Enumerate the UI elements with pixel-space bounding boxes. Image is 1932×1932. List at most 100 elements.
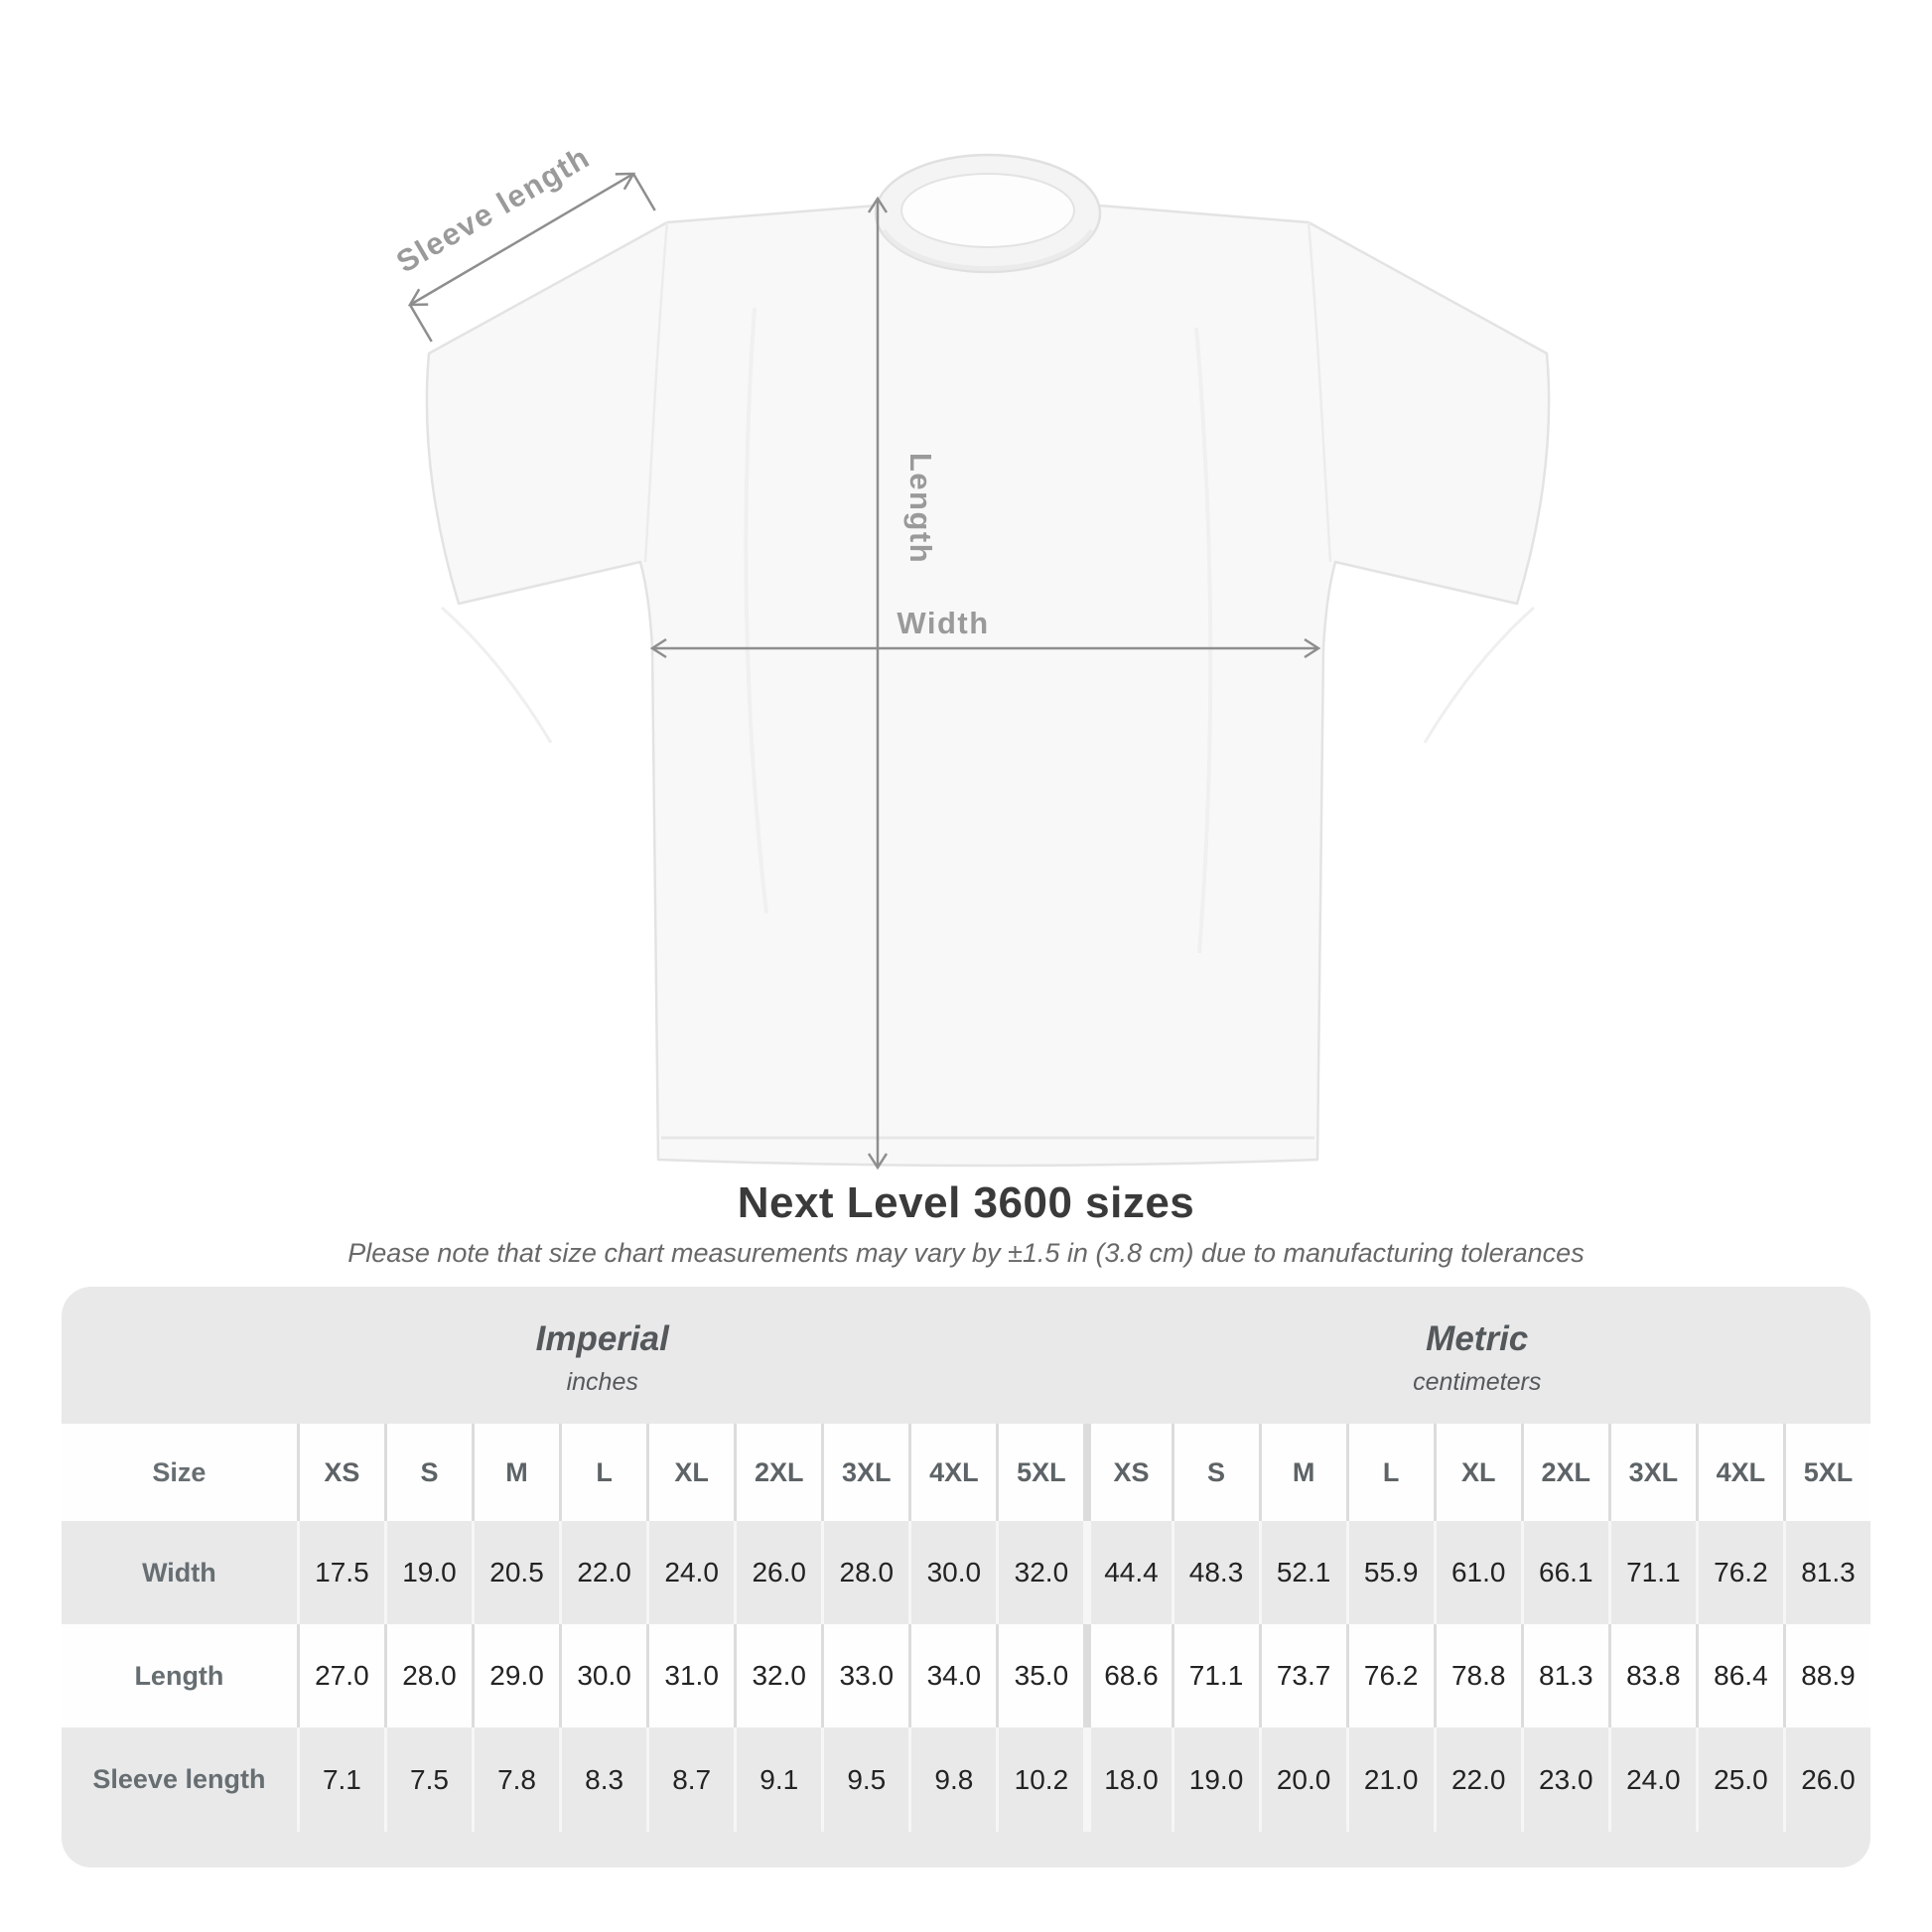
cell-sleeve-length-imperial-xl: 8.7: [646, 1727, 734, 1832]
unit-group-sublabel-metric: centimeters: [1413, 1368, 1542, 1396]
size-header-metric-4xl: 4XL: [1695, 1424, 1783, 1521]
cell-width-metric-l: 55.9: [1345, 1521, 1434, 1624]
cell-sleeve-length-imperial-4xl: 9.8: [908, 1727, 996, 1832]
size-header-metric-xs: XS: [1083, 1424, 1171, 1521]
cell-length-imperial-3xl: 33.0: [821, 1624, 908, 1727]
size-header-metric-xl: XL: [1433, 1424, 1521, 1521]
cell-width-metric-3xl: 71.1: [1607, 1521, 1696, 1624]
tshirt-body: [425, 204, 1551, 1168]
arrowhead-down: [867, 1153, 889, 1171]
extension-tick-lower: [408, 304, 433, 343]
size-header-metric-m: M: [1258, 1424, 1346, 1521]
cell-sleeve-length-metric-xs: 18.0: [1083, 1727, 1171, 1832]
cell-length-imperial-xs: 27.0: [296, 1624, 384, 1727]
cell-length-imperial-2xl: 32.0: [734, 1624, 821, 1727]
unit-group-label-metric: Metric: [1426, 1319, 1529, 1358]
tshirt-diagram-svg: Sleeve length Length Width: [390, 139, 1551, 1171]
length-dimension-line: [867, 196, 889, 1171]
unit-group-imperial: Imperial inches: [62, 1287, 1083, 1424]
size-header-metric-s: S: [1171, 1424, 1259, 1521]
cell-sleeve-length-metric-3xl: 24.0: [1607, 1727, 1696, 1832]
size-column-header: Size: [152, 1456, 207, 1487]
size-header-row: Size XS S M L XL 2XL 3XL 4XL 5XL XS S M L XL 2XL 3XL 4XL 5…: [62, 1424, 1870, 1521]
cell-sleeve-length-imperial-3xl: 9.5: [821, 1727, 908, 1832]
cell-length-metric-xs: 68.6: [1083, 1624, 1171, 1727]
cell-length-metric-3xl: 83.8: [1607, 1624, 1696, 1727]
tshirt-measurement-diagram: Sleeve length Length Width: [390, 139, 1551, 1171]
cell-width-imperial-2xl: 26.0: [734, 1521, 821, 1624]
cell-width-metric-2xl: 66.1: [1520, 1521, 1608, 1624]
unit-group-sublabel-imperial: inches: [566, 1368, 638, 1396]
cell-width-imperial-3xl: 28.0: [821, 1521, 908, 1624]
size-header-metric-5xl: 5XL: [1782, 1424, 1870, 1521]
cell-sleeve-length-imperial-xs: 7.1: [296, 1727, 384, 1832]
width-dimension-line: [649, 637, 1321, 659]
sleeve-seam-right: [1307, 221, 1332, 563]
cell-length-metric-l: 76.2: [1345, 1624, 1434, 1727]
row-label-length: Length: [134, 1660, 224, 1691]
cell-sleeve-length-metric-s: 19.0: [1171, 1727, 1259, 1832]
size-header-metric-l: L: [1345, 1424, 1434, 1521]
size-header-imperial-2xl: 2XL: [734, 1424, 821, 1521]
unit-group-label-imperial: Imperial: [535, 1319, 669, 1358]
size-header-imperial-l: L: [559, 1424, 646, 1521]
arrowhead-left: [649, 637, 667, 659]
cell-length-metric-2xl: 81.3: [1520, 1624, 1608, 1727]
size-header-imperial-xs: XS: [296, 1424, 384, 1521]
cell-sleeve-length-imperial-l: 8.3: [559, 1727, 646, 1832]
row-label-sleeve-length: Sleeve length: [92, 1764, 266, 1794]
cell-length-metric-m: 73.7: [1258, 1624, 1346, 1727]
size-table: Imperial inches Metric centimeters Size XS S M L…: [62, 1287, 1870, 1867]
cell-width-metric-4xl: 76.2: [1695, 1521, 1783, 1624]
cell-length-metric-5xl: 88.9: [1782, 1624, 1870, 1727]
unit-group-metric: Metric centimeters: [1083, 1287, 1870, 1424]
cell-sleeve-length-metric-m: 20.0: [1258, 1727, 1346, 1832]
cell-sleeve-length-metric-2xl: 23.0: [1520, 1727, 1608, 1832]
cell-length-imperial-l: 30.0: [559, 1624, 646, 1727]
size-header-imperial-s: S: [383, 1424, 472, 1521]
cell-width-imperial-l: 22.0: [559, 1521, 646, 1624]
size-header-imperial-3xl: 3XL: [821, 1424, 908, 1521]
collar-shadow: [881, 228, 1095, 272]
cell-sleeve-length-imperial-2xl: 9.1: [734, 1727, 821, 1832]
cell-width-imperial-xs: 17.5: [296, 1521, 384, 1624]
cell-sleeve-length-imperial-5xl: 10.2: [996, 1727, 1083, 1832]
length-label: Length: [903, 453, 938, 564]
arrowhead-up: [867, 196, 889, 213]
size-header-imperial-5xl: 5XL: [996, 1424, 1083, 1521]
cell-length-metric-s: 71.1: [1171, 1624, 1259, 1727]
cell-length-imperial-m: 29.0: [472, 1624, 559, 1727]
cell-width-imperial-s: 19.0: [383, 1521, 472, 1624]
collar-inner: [900, 173, 1075, 248]
tolerance-note: Please note that size chart measurements…: [347, 1238, 1585, 1268]
sleeve-length-label: Sleeve length: [390, 139, 596, 279]
cell-width-metric-5xl: 81.3: [1782, 1521, 1870, 1624]
cell-width-imperial-m: 20.5: [472, 1521, 559, 1624]
sleeve-fold-left: [441, 606, 553, 744]
size-header-imperial-xl: XL: [646, 1424, 734, 1521]
cell-sleeve-length-metric-xl: 22.0: [1433, 1727, 1521, 1832]
extension-tick-upper: [631, 173, 656, 211]
cell-length-imperial-xl: 31.0: [646, 1624, 734, 1727]
cell-width-metric-xl: 61.0: [1433, 1521, 1521, 1624]
cell-width-imperial-5xl: 32.0: [996, 1521, 1083, 1624]
measurement-row-width: Width 17.5 19.0 20.5 22.0 24.0 26.0 28.0 30.0 32.…: [62, 1521, 1870, 1624]
cell-sleeve-length-metric-5xl: 26.0: [1782, 1727, 1870, 1832]
row-label-width: Width: [142, 1557, 216, 1587]
cell-length-metric-4xl: 86.4: [1695, 1624, 1783, 1727]
dimension-lines: [407, 172, 1321, 1171]
size-header-imperial-4xl: 4XL: [908, 1424, 996, 1521]
sleeve-dimension-line: [407, 172, 656, 343]
size-header-imperial-m: M: [472, 1424, 559, 1521]
cell-width-metric-xs: 44.4: [1083, 1521, 1171, 1624]
fold-shading-right: [1194, 327, 1213, 954]
tshirt-graphic: [425, 153, 1551, 1168]
cell-sleeve-length-metric-4xl: 25.0: [1695, 1727, 1783, 1832]
page-title: Next Level 3600 sizes: [737, 1178, 1195, 1227]
arrowhead-right: [1304, 637, 1321, 659]
cell-length-metric-xl: 78.8: [1433, 1624, 1521, 1727]
cell-sleeve-length-metric-l: 21.0: [1345, 1727, 1434, 1832]
cell-width-metric-m: 52.1: [1258, 1521, 1346, 1624]
cell-width-imperial-4xl: 30.0: [908, 1521, 996, 1624]
sleeve-fold-right: [1423, 606, 1535, 744]
